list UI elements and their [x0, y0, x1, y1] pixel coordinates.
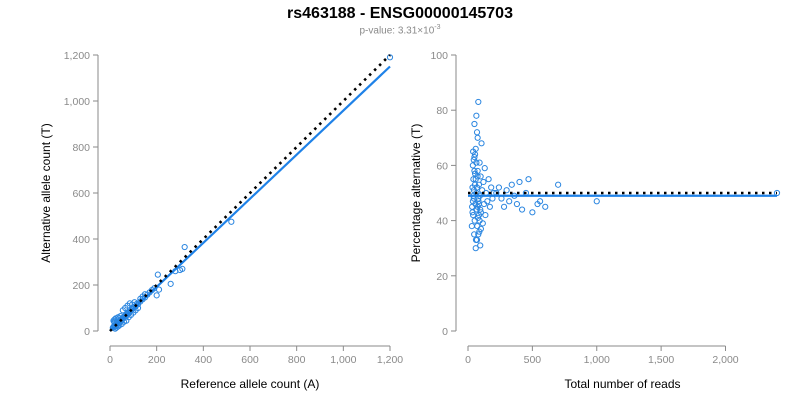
y-tick-label: 80 — [436, 105, 448, 117]
y-tick-label: 800 — [72, 142, 90, 154]
data-point — [131, 299, 138, 306]
y-tick-label: 60 — [436, 160, 448, 172]
data-point — [117, 312, 124, 320]
data-point — [179, 265, 186, 272]
data-point — [472, 245, 479, 252]
data-point — [476, 217, 483, 224]
fit-line — [109, 65, 391, 332]
data-point — [477, 173, 484, 180]
y-tick-label: 40 — [436, 216, 448, 228]
data-point — [495, 184, 502, 191]
data-point — [476, 159, 483, 166]
data-point — [508, 181, 515, 188]
data-point — [516, 178, 523, 186]
x-tick-label: 0 — [465, 354, 471, 366]
y-tick-label: 1,000 — [64, 96, 90, 108]
x-tick-label: 1,200 — [377, 354, 403, 366]
data-point — [474, 173, 481, 180]
p-value-exponent: -3 — [434, 24, 441, 31]
p-value-text: p-value: 3.31×10 — [359, 25, 435, 37]
data-point — [473, 206, 480, 213]
chart-title: rs463188 - ENSG00000145703 — [287, 5, 513, 22]
data-point — [518, 206, 526, 213]
data-point — [537, 198, 544, 205]
x-tick-label: 1,000 — [584, 354, 610, 366]
chart-panel-1: 0 200 400 600 800 1,000 1,200 0 200 400 600 800 1,00… — [39, 50, 403, 391]
data-point — [525, 176, 532, 183]
data-point — [471, 181, 479, 188]
data-point — [475, 98, 482, 106]
data-point — [469, 162, 476, 169]
data-point — [154, 271, 161, 278]
chart-subtitle: p-value: 3.31×10-3 — [0, 24, 800, 36]
data-point — [529, 209, 536, 216]
data-point — [477, 225, 484, 232]
x-tick-label: 800 — [288, 354, 306, 366]
x-tick-label: 1,500 — [648, 354, 674, 366]
data-point — [478, 140, 485, 147]
data-point — [473, 159, 480, 166]
data-point — [473, 129, 481, 136]
data-point — [555, 181, 562, 188]
data-point — [488, 184, 495, 191]
data-point — [471, 167, 478, 175]
y-tick-label: 400 — [72, 234, 90, 246]
data-point — [471, 120, 478, 128]
data-point — [482, 211, 489, 219]
y-tick-label: 20 — [436, 271, 448, 283]
y-axis-label: Alternative allele count (T) — [39, 123, 53, 262]
data-point — [475, 200, 482, 208]
data-point — [593, 198, 600, 205]
data-point — [470, 176, 477, 183]
x-tick-label: 1,000 — [330, 354, 356, 366]
data-point — [473, 236, 481, 244]
data-point — [155, 286, 163, 293]
data-point — [477, 206, 484, 213]
y-tick-label: 600 — [72, 188, 90, 200]
data-point — [470, 211, 477, 219]
x-tick-label: 500 — [524, 354, 542, 366]
y-tick-label: 1,200 — [64, 50, 90, 62]
data-point — [474, 134, 481, 141]
data-point — [153, 292, 160, 299]
data-point — [480, 178, 487, 186]
data-point — [473, 112, 480, 119]
x-tick-label: 400 — [195, 354, 213, 366]
data-point — [111, 318, 118, 325]
data-point — [486, 203, 493, 210]
x-axis-label: Total number of reads — [564, 377, 680, 391]
data-point — [228, 218, 235, 225]
data-point — [477, 242, 484, 249]
data-point — [513, 200, 521, 208]
data-point — [471, 151, 479, 158]
reference-line — [109, 54, 391, 332]
x-tick-label: 600 — [241, 354, 259, 366]
y-tick-label: 0 — [442, 326, 448, 338]
data-point — [468, 223, 475, 230]
data-point — [471, 154, 478, 161]
data-point — [474, 223, 481, 230]
data-point — [481, 165, 488, 172]
data-point — [503, 187, 510, 194]
y-axis-label: Percentage alternative (T) — [409, 124, 423, 263]
data-point — [506, 198, 513, 205]
data-point — [475, 231, 482, 238]
data-point — [485, 176, 492, 183]
data-point — [484, 198, 491, 205]
data-point — [471, 231, 478, 238]
y-tick-label: 100 — [430, 50, 448, 62]
x-tick-label: 0 — [107, 354, 113, 366]
data-point — [386, 54, 394, 61]
y-tick-label: 200 — [72, 280, 90, 292]
x-tick-label: 200 — [148, 354, 166, 366]
data-point — [542, 203, 549, 210]
y-tick-label: 0 — [84, 326, 90, 338]
x-axis-label: Reference allele count (A) — [181, 377, 320, 391]
data-point — [181, 243, 188, 251]
data-point — [167, 280, 174, 287]
data-point — [500, 203, 508, 210]
x-tick-label: 2,000 — [712, 354, 738, 366]
chart-panel-2: 0 500 1,000 1,500 2,000 0 20 40 60 80 100 Total num… — [409, 50, 781, 391]
